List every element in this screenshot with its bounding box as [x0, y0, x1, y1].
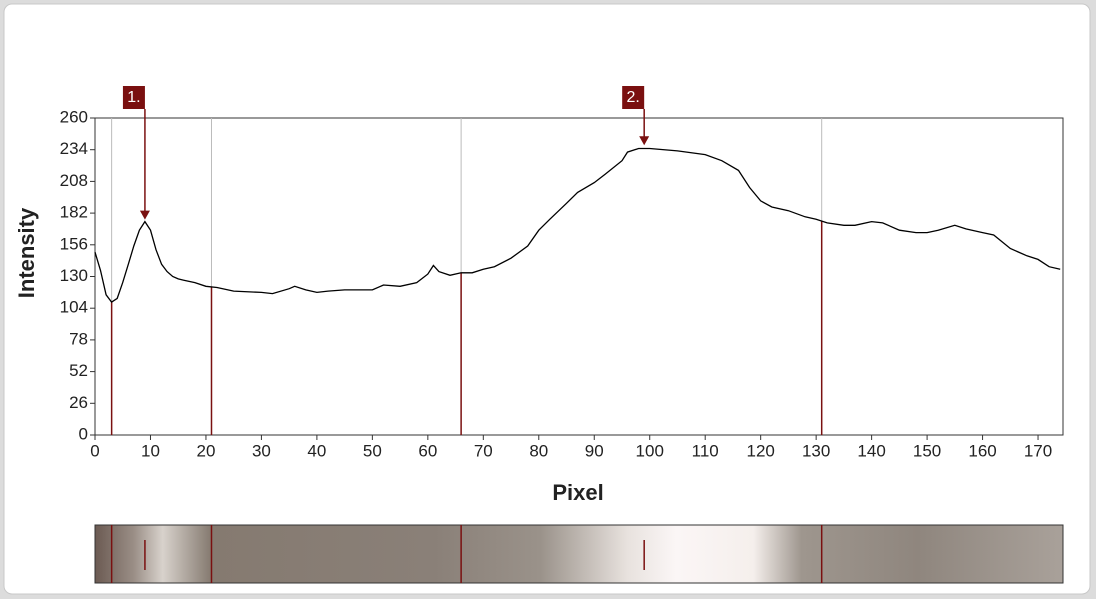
x-tick-label: 40: [307, 441, 326, 460]
page: Pixel Intensity 0 26 52 78 104 130 156 182 208 23…: [0, 0, 1096, 599]
x-tick-label: 20: [196, 441, 215, 460]
y-tick-label: 208: [60, 171, 88, 190]
annotation-label: 2.: [627, 89, 640, 106]
y-tick-label: 52: [69, 361, 88, 380]
y-tick-label: 156: [60, 234, 88, 253]
x-tick-label: 10: [141, 441, 160, 460]
y-tick-label: 234: [60, 139, 88, 158]
x-tick-label: 50: [363, 441, 382, 460]
intensity-strip: [95, 525, 1063, 583]
x-tick-label: 60: [418, 441, 437, 460]
plot-frame: [95, 118, 1063, 435]
annotation-label: 1.: [127, 89, 140, 106]
x-tick-label: 160: [968, 441, 996, 460]
x-tick-label: 130: [802, 441, 830, 460]
x-tick-label: 0: [90, 441, 99, 460]
x-tick-label: 150: [913, 441, 941, 460]
y-tick-label: 26: [69, 393, 88, 412]
x-tick-label: 100: [636, 441, 664, 460]
x-tick-label: 140: [857, 441, 885, 460]
x-tick-label: 110: [692, 441, 719, 460]
y-tick-label: 78: [69, 329, 88, 348]
y-tick-label: 104: [60, 298, 88, 317]
chart: Pixel Intensity 0 26 52 78 104 130 156 182 208 23…: [0, 0, 1096, 599]
x-tick-label: 80: [529, 441, 548, 460]
y-tick-label: 130: [60, 266, 88, 285]
x-tick-label: 170: [1024, 441, 1052, 460]
y-axis-title: Intensity: [14, 207, 39, 298]
x-tick-label: 70: [474, 441, 493, 460]
x-axis-title: Pixel: [552, 480, 603, 505]
x-tick-label: 30: [252, 441, 271, 460]
y-tick-label: 260: [60, 107, 88, 126]
y-tick-label: 182: [60, 203, 88, 222]
x-tick-label: 120: [746, 441, 774, 460]
x-tick-label: 90: [585, 441, 604, 460]
y-tick-label: 0: [79, 424, 88, 443]
